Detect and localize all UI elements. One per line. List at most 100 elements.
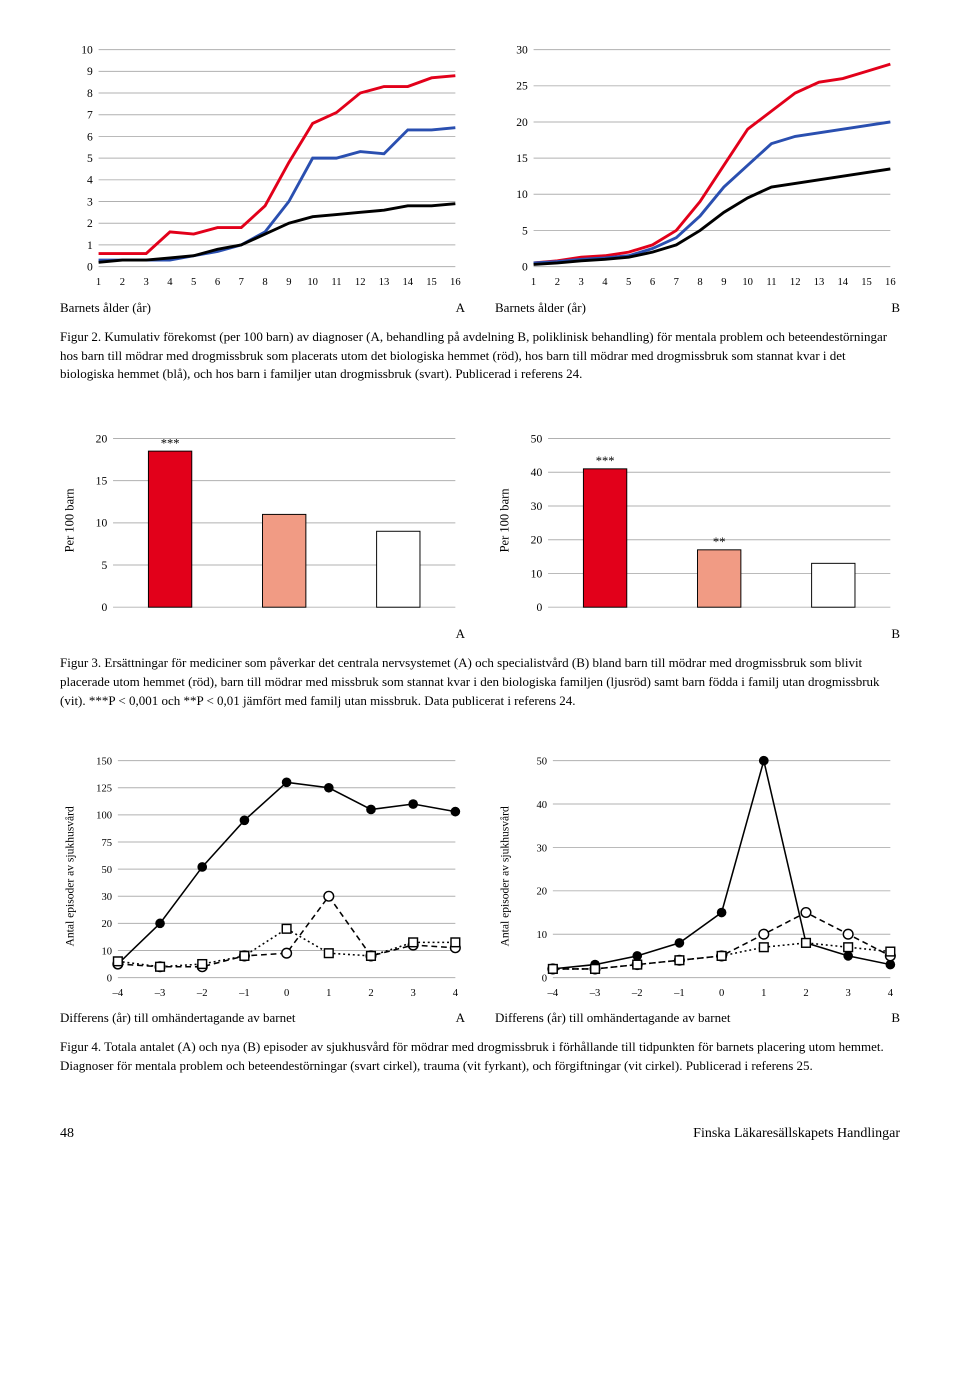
svg-text:**: ** xyxy=(713,535,726,549)
svg-text:4: 4 xyxy=(888,988,894,999)
svg-text:–1: –1 xyxy=(238,988,250,999)
svg-text:50: 50 xyxy=(536,756,547,767)
figure-2a: 01234567891012345678910111213141516 Barn… xyxy=(60,40,465,316)
figure-4-row: 01020305075100125150–4–3–2–101234Antal e… xyxy=(60,751,900,1027)
svg-text:10: 10 xyxy=(81,43,93,56)
figure-4-caption: Figur 4. Totala antalet (A) och nya (B) … xyxy=(60,1038,900,1076)
svg-text:3: 3 xyxy=(578,277,583,288)
svg-text:20: 20 xyxy=(101,919,112,930)
svg-text:0: 0 xyxy=(284,988,289,999)
svg-text:20: 20 xyxy=(516,116,528,129)
svg-text:8: 8 xyxy=(87,87,93,100)
svg-text:6: 6 xyxy=(87,130,93,143)
svg-text:7: 7 xyxy=(674,277,679,288)
fig2b-xlabel: Barnets ålder (år) xyxy=(495,300,586,316)
svg-text:2: 2 xyxy=(555,277,560,288)
svg-text:Per 100 barn: Per 100 barn xyxy=(63,488,77,553)
svg-text:14: 14 xyxy=(402,277,413,288)
svg-text:12: 12 xyxy=(790,277,801,288)
svg-text:14: 14 xyxy=(837,277,848,288)
svg-text:15: 15 xyxy=(96,475,108,488)
svg-text:16: 16 xyxy=(450,277,461,288)
svg-text:1: 1 xyxy=(87,239,93,252)
svg-text:7: 7 xyxy=(87,109,93,122)
svg-text:0: 0 xyxy=(87,260,93,273)
svg-text:5: 5 xyxy=(87,152,93,165)
svg-text:10: 10 xyxy=(307,277,318,288)
fig2a-xlabel: Barnets ålder (år) xyxy=(60,300,151,316)
fig4b-xlabel: Differens (år) till omhändertagande av b… xyxy=(495,1010,730,1026)
svg-text:5: 5 xyxy=(101,559,107,572)
svg-text:7: 7 xyxy=(239,277,244,288)
svg-text:3: 3 xyxy=(411,988,416,999)
svg-text:13: 13 xyxy=(814,277,825,288)
svg-text:3: 3 xyxy=(143,277,148,288)
svg-text:5: 5 xyxy=(522,224,528,237)
svg-text:15: 15 xyxy=(861,277,872,288)
svg-text:2: 2 xyxy=(120,277,125,288)
figure-3-caption: Figur 3. Ersättningar för mediciner som … xyxy=(60,654,900,711)
svg-text:10: 10 xyxy=(516,188,528,201)
svg-text:0: 0 xyxy=(522,260,528,273)
fig3b-panel: B xyxy=(891,626,900,642)
svg-text:11: 11 xyxy=(331,277,341,288)
svg-text:–1: –1 xyxy=(673,988,685,999)
svg-text:15: 15 xyxy=(426,277,437,288)
svg-text:0: 0 xyxy=(536,601,542,614)
svg-text:25: 25 xyxy=(516,80,528,93)
svg-text:–2: –2 xyxy=(631,988,643,999)
svg-text:–3: –3 xyxy=(589,988,601,999)
figure-3b: 01020304050Per 100 barn***** B xyxy=(495,424,900,642)
fig4a-xlabel: Differens (år) till omhändertagande av b… xyxy=(60,1010,295,1026)
svg-text:3: 3 xyxy=(846,988,851,999)
svg-text:1: 1 xyxy=(761,988,766,999)
svg-text:16: 16 xyxy=(885,277,896,288)
svg-text:10: 10 xyxy=(536,930,547,941)
svg-text:–3: –3 xyxy=(154,988,166,999)
svg-text:9: 9 xyxy=(721,277,726,288)
svg-text:2: 2 xyxy=(803,988,808,999)
svg-text:***: *** xyxy=(596,454,615,468)
svg-text:–4: –4 xyxy=(112,988,124,999)
svg-text:40: 40 xyxy=(536,799,547,810)
svg-text:Per 100 barn: Per 100 barn xyxy=(498,488,512,553)
svg-text:***: *** xyxy=(161,436,180,450)
svg-text:30: 30 xyxy=(101,892,112,903)
svg-text:Antal episoder av sjukhusvård: Antal episoder av sjukhusvård xyxy=(64,806,77,947)
journal-name: Finska Läkaresällskapets Handlingar xyxy=(693,1126,900,1142)
figure-2-row: 01234567891012345678910111213141516 Barn… xyxy=(60,40,900,316)
svg-text:–2: –2 xyxy=(196,988,208,999)
figure-4b: 01020304050–4–3–2–101234Antal episoder a… xyxy=(495,751,900,1027)
page-number: 48 xyxy=(60,1126,74,1142)
svg-text:4: 4 xyxy=(87,174,93,187)
svg-text:5: 5 xyxy=(191,277,196,288)
fig3a-panel: A xyxy=(456,626,465,642)
svg-text:9: 9 xyxy=(286,277,291,288)
svg-text:1: 1 xyxy=(531,277,536,288)
figure-2-caption: Figur 2. Kumulativ förekomst (per 100 ba… xyxy=(60,328,900,385)
svg-text:6: 6 xyxy=(650,277,655,288)
svg-text:1: 1 xyxy=(326,988,331,999)
svg-text:10: 10 xyxy=(531,568,543,581)
fig4a-panel: A xyxy=(456,1010,465,1026)
svg-text:10: 10 xyxy=(742,277,753,288)
svg-text:0: 0 xyxy=(542,973,547,984)
figure-4a: 01020305075100125150–4–3–2–101234Antal e… xyxy=(60,751,465,1027)
fig4b-panel: B xyxy=(891,1010,900,1026)
svg-text:8: 8 xyxy=(697,277,702,288)
figure-3-row: 05101520Per 100 barn*** A 01020304050Per… xyxy=(60,424,900,642)
svg-text:1: 1 xyxy=(96,277,101,288)
svg-text:10: 10 xyxy=(96,517,108,530)
svg-text:12: 12 xyxy=(355,277,366,288)
page-footer: 48 Finska Läkaresällskapets Handlingar xyxy=(60,1126,900,1142)
svg-text:50: 50 xyxy=(531,433,543,446)
svg-text:30: 30 xyxy=(516,43,528,56)
svg-text:2: 2 xyxy=(368,988,373,999)
svg-text:100: 100 xyxy=(96,810,112,821)
figure-3a: 05101520Per 100 barn*** A xyxy=(60,424,465,642)
svg-text:75: 75 xyxy=(101,837,112,848)
svg-text:150: 150 xyxy=(96,756,112,767)
figure-2b: 05101520253012345678910111213141516 Barn… xyxy=(495,40,900,316)
svg-text:8: 8 xyxy=(262,277,267,288)
svg-text:2: 2 xyxy=(87,217,93,230)
